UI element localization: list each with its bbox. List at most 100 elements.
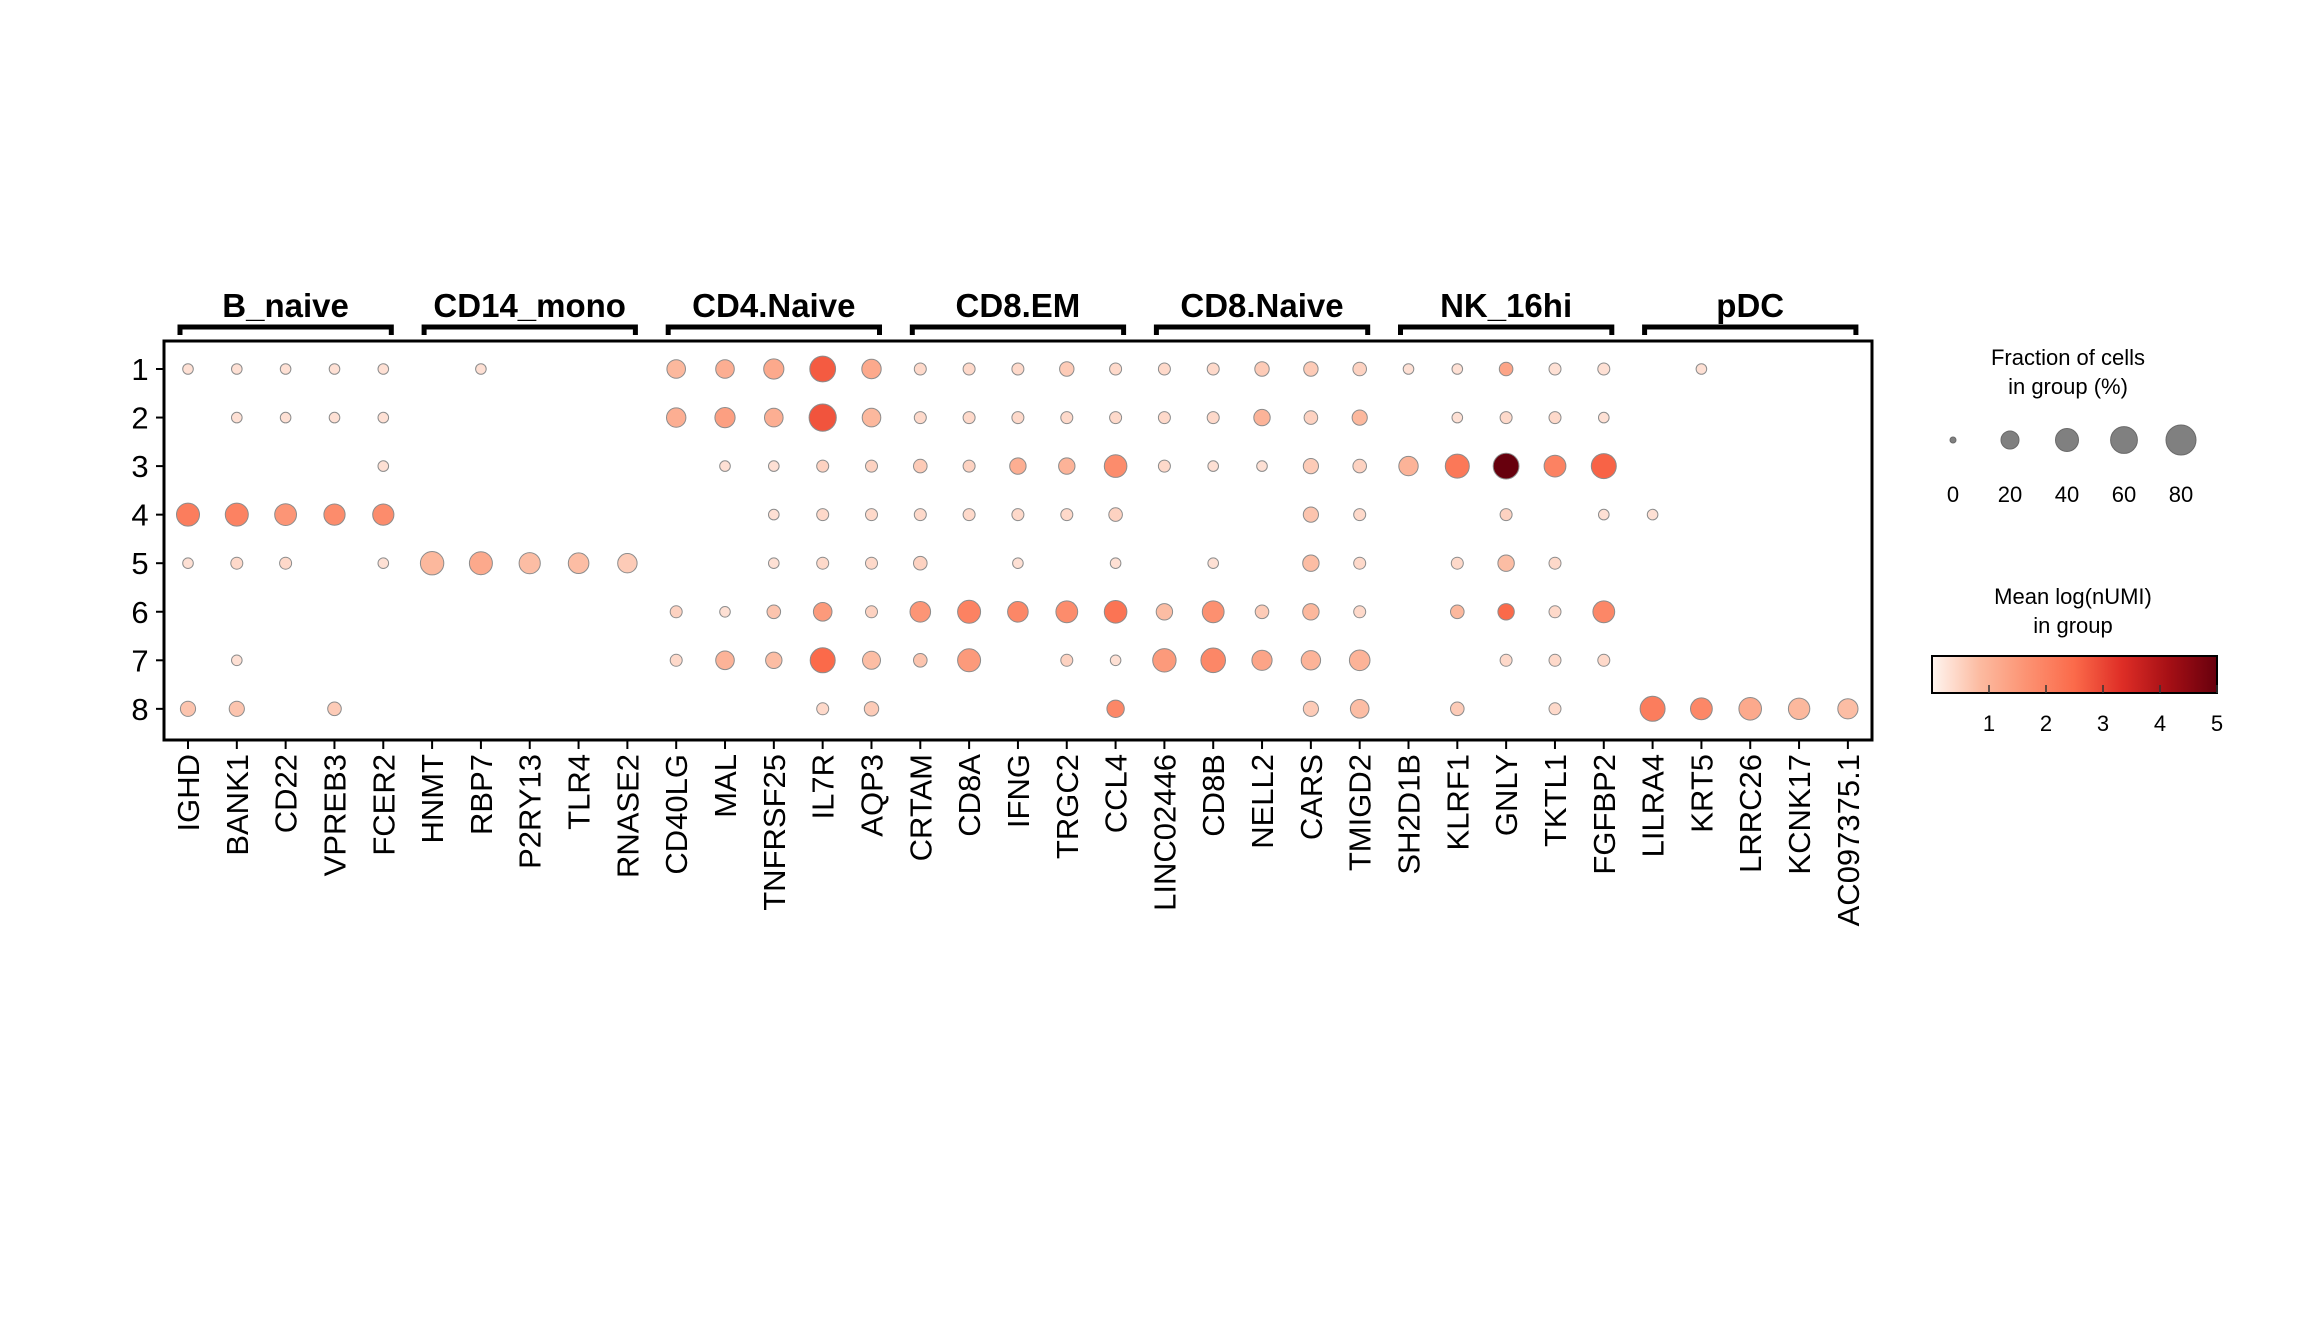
dot-row4-cars xyxy=(1302,506,1320,523)
group-bracket xyxy=(1153,324,1371,335)
dot-row4-crtam xyxy=(913,508,927,522)
dot-row3-crtam xyxy=(913,458,928,474)
dot-row4-ifng xyxy=(1011,508,1025,522)
dot-row8-vpreb3 xyxy=(327,701,342,717)
dot-row6-aqp3 xyxy=(865,605,878,619)
group-label: NK_16hi xyxy=(1440,287,1572,324)
dot-row8-cars xyxy=(1302,700,1320,717)
dot-row5-cars xyxy=(1302,554,1320,572)
group-bracket xyxy=(421,324,638,335)
gene-label: MAL xyxy=(708,754,743,818)
dot-row5-tlr4 xyxy=(567,552,590,575)
dot-row2-trgc2 xyxy=(1060,411,1074,425)
dot-row5-bank1 xyxy=(230,556,244,570)
dot-row3-klrf1 xyxy=(1444,453,1470,479)
dot-row4-il7r xyxy=(816,508,830,522)
dot-row6-klrf1 xyxy=(1450,604,1465,620)
dot-row5-cd22 xyxy=(279,556,293,570)
dot-row8-bank1 xyxy=(228,700,245,717)
gene-label: TMIGD2 xyxy=(1343,754,1378,871)
size-legend: Fraction of cells in group (%) 0 20 40 60 80 xyxy=(1947,345,2197,507)
gene-label: GNLY xyxy=(1489,754,1524,836)
dot-row2-cd8a xyxy=(962,411,976,425)
dot-row6-crtam xyxy=(909,601,932,623)
gene-label: CCL4 xyxy=(1099,754,1134,833)
dot-row7-tmigd2 xyxy=(1348,649,1371,672)
dot-row2-vpreb3 xyxy=(328,411,341,424)
gene-label: TKTL1 xyxy=(1538,754,1573,847)
gene-label: AQP3 xyxy=(855,754,890,837)
color-legend-title: in group xyxy=(2033,613,2113,638)
dot-row8-klrf1 xyxy=(1450,701,1465,717)
dot-row8-lilra4 xyxy=(1639,695,1666,722)
dot-row3-tnfrsf25 xyxy=(768,460,780,472)
dot-row6-il7r xyxy=(812,602,833,622)
dot-row1-crtam xyxy=(913,362,927,376)
gene-label: FCER2 xyxy=(366,754,401,856)
dot-row4-aqp3 xyxy=(865,508,878,522)
dot-row1-cars xyxy=(1303,361,1319,377)
dot-row2-tktl1 xyxy=(1548,411,1562,425)
size-legend-title: Fraction of cells xyxy=(1991,345,2145,370)
gene-label: TRGC2 xyxy=(1050,754,1085,859)
color-bar-label: 2 xyxy=(2040,711,2052,736)
dot-row5-ifng xyxy=(1012,557,1024,570)
dot-row1-ighd xyxy=(182,363,194,375)
dot-row2-cd40lg xyxy=(666,407,687,428)
group-bracket xyxy=(1398,324,1615,335)
dot-row7-gnly xyxy=(1499,653,1513,667)
gene-label: CD22 xyxy=(269,754,304,833)
dot-row6-cd8a xyxy=(957,599,982,624)
dot-row1-tmigd2 xyxy=(1352,361,1367,377)
dot-row7-cars xyxy=(1300,650,1322,671)
group-bracket xyxy=(909,324,1127,335)
dot-row4-bank1 xyxy=(224,502,249,527)
color-legend: Mean log(nUMI) in group 1 2 3 4 5 xyxy=(1931,584,2223,736)
dot-row1-gnly xyxy=(1498,361,1514,377)
gene-label: VPREB3 xyxy=(318,754,353,876)
dot-row5-fcer2 xyxy=(377,557,390,570)
color-bar xyxy=(1931,655,2218,694)
size-legend-dot xyxy=(2055,428,2079,452)
size-legend-dot xyxy=(2110,426,2138,454)
dot-row7-tktl1 xyxy=(1548,653,1562,667)
dot-row6-tnfrsf25 xyxy=(766,604,782,620)
group-label: B_naive xyxy=(222,287,349,324)
gene-label: CARS xyxy=(1294,754,1329,840)
dot-row4-ccl4 xyxy=(1108,507,1123,522)
panel-border xyxy=(162,339,1874,742)
dot-layer xyxy=(176,355,1859,722)
dot-row5-klrf1 xyxy=(1450,556,1464,570)
dot-row3-cd8a xyxy=(962,459,976,473)
dot-row1-cd8a xyxy=(962,362,976,376)
gene-label: CRTAM xyxy=(903,754,938,861)
dot-row7-mal xyxy=(715,650,735,671)
dot-row3-aqp3 xyxy=(865,459,878,473)
row-label: 6 xyxy=(131,595,148,630)
dot-row6-gnly xyxy=(1497,603,1515,621)
dot-row7-aqp3 xyxy=(862,650,881,670)
dot-row8-aqp3 xyxy=(863,701,880,717)
dot-row3-nell2 xyxy=(1256,460,1268,472)
color-bar-label: 4 xyxy=(2154,711,2166,736)
gene-axis-labels: IGHD BANK1 CD22 VPREB3 FCER2 HNMT RBP7 P2RY13 TL… xyxy=(171,741,1866,926)
dot-row1-aqp3 xyxy=(861,358,882,380)
row-label: 2 xyxy=(131,401,148,436)
dot-row1-tktl1 xyxy=(1548,362,1562,376)
dot-row1-vpreb3 xyxy=(328,363,341,375)
dot-row2-nell2 xyxy=(1253,408,1271,427)
dot-row6-cars xyxy=(1302,603,1320,621)
group-label: CD8.EM xyxy=(956,287,1081,324)
dot-row6-tktl1 xyxy=(1548,605,1562,619)
dot-row2-ifng xyxy=(1011,411,1025,425)
dot-row1-ifng xyxy=(1011,362,1025,376)
dot-row4-fgfbp2 xyxy=(1598,508,1610,521)
dot-row2-ccl4 xyxy=(1109,411,1123,425)
gene-label: KRT5 xyxy=(1684,754,1719,833)
group-label: CD4.Naive xyxy=(692,287,855,324)
dot-row1-il7r xyxy=(809,355,837,383)
dot-row1-trgc2 xyxy=(1059,361,1075,377)
dot-row7-linc02446 xyxy=(1152,648,1177,673)
dot-row1-linc02446 xyxy=(1157,362,1171,376)
